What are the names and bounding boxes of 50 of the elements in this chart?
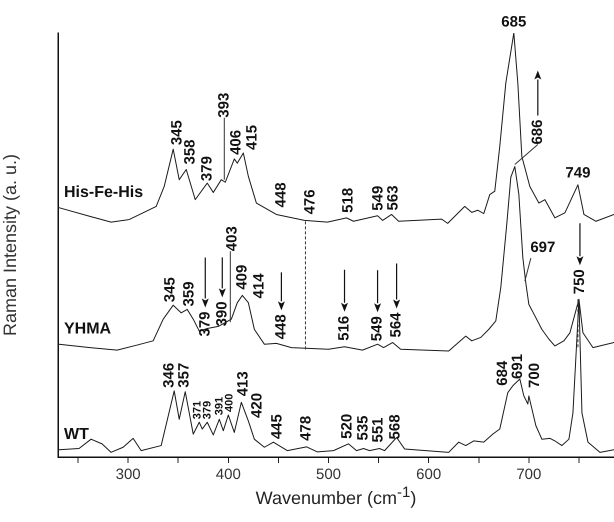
- annotation: 551: [370, 417, 387, 443]
- annotation: 409: [233, 264, 250, 290]
- x-tick-label: 700: [516, 466, 542, 484]
- annotation: 359: [180, 281, 198, 306]
- annotation: 568: [386, 414, 404, 440]
- annotation: 750: [571, 269, 588, 294]
- annotation: 700: [526, 362, 543, 388]
- annotation: 476: [302, 189, 319, 214]
- annotation: 415: [243, 124, 260, 150]
- annotation: 478: [298, 416, 315, 441]
- annotation: 691: [508, 354, 526, 379]
- annotation: 520: [338, 414, 356, 439]
- annotation: 686: [528, 120, 546, 145]
- annotation: 371: [191, 400, 204, 420]
- x-tick-label: 600: [416, 466, 442, 484]
- annotation: 406: [227, 130, 244, 155]
- y-axis-title: Raman Intensity (a. u.): [0, 154, 20, 336]
- annotation: 445: [268, 414, 286, 440]
- annotation: 346: [160, 362, 178, 388]
- annotation: 448: [272, 182, 290, 208]
- annotation: 357: [175, 362, 192, 388]
- annotation: 685: [501, 14, 526, 31]
- annotation: 448: [272, 314, 290, 340]
- annotation: 518: [340, 188, 357, 213]
- x-tick-label: 300: [116, 466, 141, 484]
- annotation: 379: [198, 156, 216, 182]
- series-label: YHMA: [64, 320, 112, 338]
- annotation: 549: [370, 186, 387, 211]
- annotation: 390: [213, 301, 230, 326]
- annotation: 400: [223, 394, 236, 412]
- annotation: 393: [215, 92, 232, 118]
- annotation: 414: [250, 272, 268, 298]
- x-tick-label: 400: [216, 466, 241, 484]
- annotation: 379: [201, 400, 214, 420]
- annotation: 403: [223, 226, 240, 252]
- annotation: 684: [494, 360, 511, 386]
- annotation: 379: [196, 311, 214, 337]
- x-tick-label: 500: [316, 466, 341, 484]
- x-axis-title: Wavenumber (cm$^{-1}$): [254, 484, 418, 509]
- annotation: 697: [530, 238, 556, 256]
- series-label: WT: [64, 426, 90, 444]
- annotation: 564: [388, 312, 405, 338]
- annotation: 391: [213, 396, 226, 416]
- annotation: 549: [368, 316, 386, 342]
- annotation: 345: [161, 277, 178, 302]
- annotation: 516: [336, 316, 353, 341]
- annotation: 535: [354, 415, 372, 441]
- annotation: 749: [565, 164, 590, 182]
- series-label: His-Fe-His: [64, 184, 144, 202]
- annotation: 563: [384, 185, 402, 210]
